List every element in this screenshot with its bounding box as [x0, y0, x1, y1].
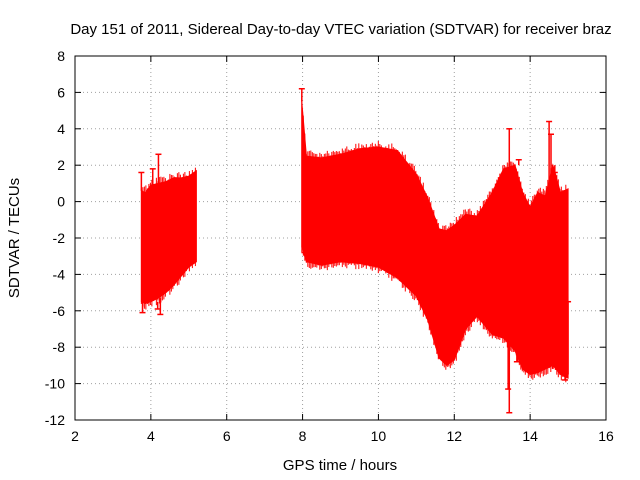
- x-tick-label: 10: [371, 428, 387, 444]
- y-tick-label: 2: [57, 157, 65, 173]
- y-tick-label: -8: [53, 339, 66, 355]
- y-axis-label: SDTVAR / TECUs: [6, 178, 23, 298]
- y-tick-label: 6: [57, 84, 65, 100]
- y-tick-label: -12: [45, 412, 65, 428]
- x-tick-label: 16: [598, 428, 614, 444]
- chart-title: Day 151 of 2011, Sidereal Day-to-day VTE…: [70, 21, 611, 38]
- x-axis-label: GPS time / hours: [283, 457, 397, 474]
- y-tick-label: -4: [53, 266, 66, 282]
- x-tick-label: 14: [522, 428, 538, 444]
- x-tick-label: 4: [147, 428, 155, 444]
- x-tick-label: 2: [71, 428, 79, 444]
- y-tick-label: 8: [57, 48, 65, 64]
- ticks: 2 4 6 8 10 12 14 16 -12 -10 -8 -6 -4 -2 0 2 4 6 8: [45, 48, 614, 444]
- y-tick-label: -10: [45, 376, 65, 392]
- y-tick-label: -6: [53, 303, 66, 319]
- x-tick-label: 12: [446, 428, 462, 444]
- data-series: [138, 88, 572, 414]
- x-tick-label: 8: [299, 428, 307, 444]
- y-tick-label: -2: [53, 230, 66, 246]
- x-tick-label: 6: [223, 428, 231, 444]
- y-tick-label: 4: [57, 121, 65, 137]
- y-tick-label: 0: [57, 194, 65, 210]
